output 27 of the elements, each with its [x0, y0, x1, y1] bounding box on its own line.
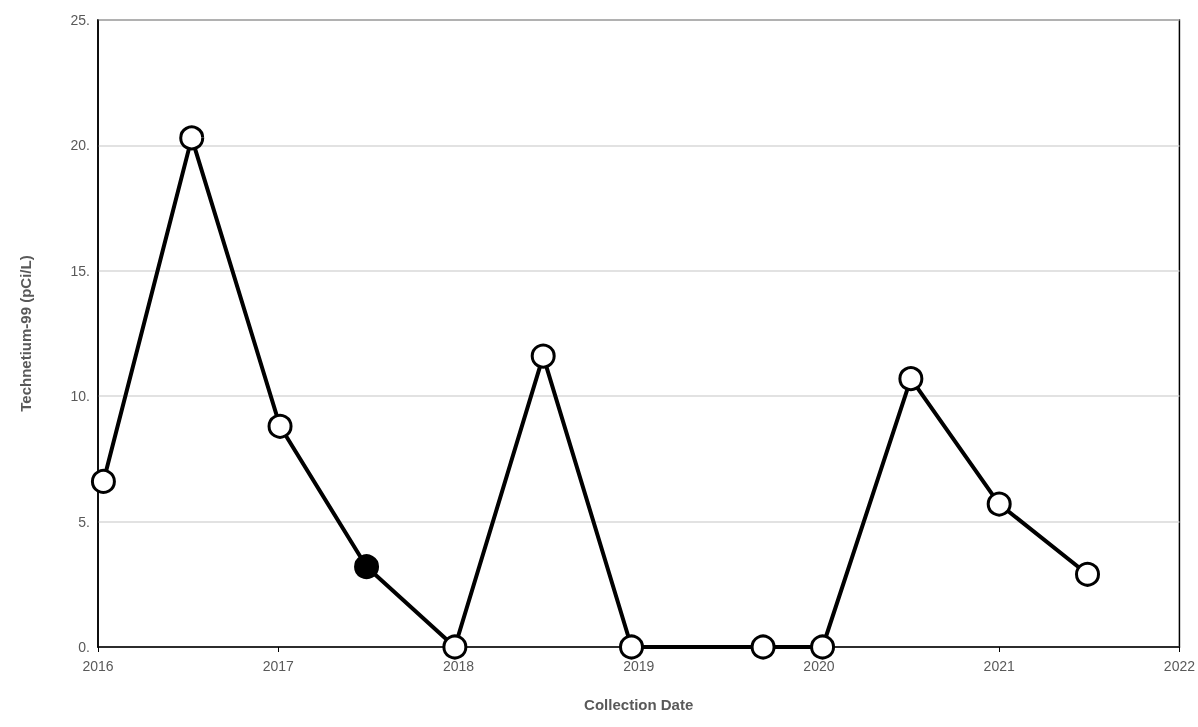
x-tick-label: 2016 — [82, 658, 114, 674]
y-tick-label: 15. — [70, 262, 90, 279]
point — [750, 634, 776, 660]
x-tick-label: 2021 — [983, 658, 1015, 674]
x-tick-label: 2022 — [1163, 658, 1196, 674]
point — [354, 554, 380, 580]
point — [898, 366, 924, 392]
y-tick-label: 20. — [70, 137, 90, 154]
y-tick-label: 25. — [70, 12, 90, 28]
point — [810, 634, 836, 660]
x-tick-label: 2020 — [803, 658, 835, 674]
point — [267, 413, 293, 439]
point — [90, 468, 116, 494]
x-tick-label: 2018 — [442, 658, 475, 674]
point — [619, 634, 644, 660]
x-tick-label: 2017 — [262, 658, 295, 674]
y-tick-label: 10. — [70, 388, 90, 405]
point — [179, 125, 205, 151]
y-tick-label: 0. — [78, 639, 90, 655]
y-axis-title: Technetium-99 (pCi/L) — [17, 255, 34, 412]
point — [442, 634, 468, 660]
point — [530, 343, 556, 369]
point — [986, 491, 1012, 517]
x-tick-label: 2019 — [623, 658, 655, 674]
y-tick-label: 5. — [78, 513, 90, 530]
x-axis-title: Collection Date — [584, 696, 694, 713]
point — [1075, 561, 1101, 587]
